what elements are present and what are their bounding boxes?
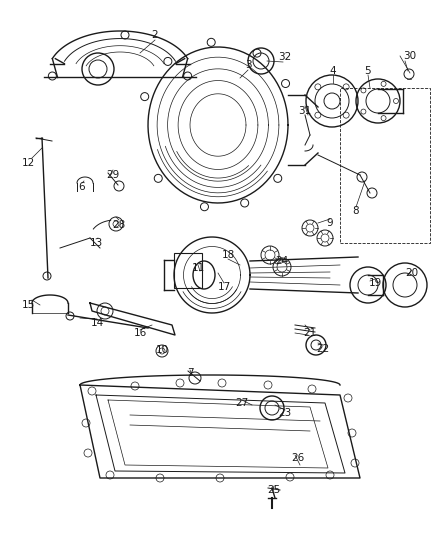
Text: 22: 22 bbox=[316, 344, 329, 354]
Text: 24: 24 bbox=[275, 256, 288, 266]
Bar bbox=[173, 253, 201, 288]
Text: 28: 28 bbox=[112, 220, 125, 230]
Text: 32: 32 bbox=[278, 52, 291, 62]
Text: 17: 17 bbox=[217, 282, 230, 292]
Text: 30: 30 bbox=[403, 51, 416, 61]
Text: 11: 11 bbox=[191, 263, 204, 273]
Bar bbox=[339, 88, 429, 243]
Text: 19: 19 bbox=[367, 278, 381, 288]
Text: 12: 12 bbox=[21, 158, 35, 168]
Text: 29: 29 bbox=[106, 170, 119, 180]
Text: 5: 5 bbox=[364, 66, 371, 76]
Text: 23: 23 bbox=[278, 408, 291, 418]
Text: 3: 3 bbox=[244, 60, 251, 70]
Polygon shape bbox=[90, 303, 175, 335]
Text: 7: 7 bbox=[186, 368, 193, 378]
Text: 15: 15 bbox=[21, 300, 35, 310]
Text: 31: 31 bbox=[298, 106, 311, 116]
Text: 6: 6 bbox=[78, 182, 85, 192]
Text: 9: 9 bbox=[326, 218, 332, 228]
Text: 13: 13 bbox=[89, 238, 102, 248]
Text: 4: 4 bbox=[329, 66, 336, 76]
Text: 14: 14 bbox=[90, 318, 103, 328]
Text: 2: 2 bbox=[152, 30, 158, 40]
Text: 8: 8 bbox=[352, 206, 358, 216]
Text: 20: 20 bbox=[405, 268, 417, 278]
Text: 27: 27 bbox=[235, 398, 248, 408]
Ellipse shape bbox=[193, 261, 215, 289]
Text: 18: 18 bbox=[221, 250, 234, 260]
Text: 16: 16 bbox=[133, 328, 146, 338]
Text: 21: 21 bbox=[303, 328, 316, 338]
Text: 10: 10 bbox=[155, 345, 168, 355]
Text: 26: 26 bbox=[291, 453, 304, 463]
Text: 25: 25 bbox=[267, 485, 280, 495]
